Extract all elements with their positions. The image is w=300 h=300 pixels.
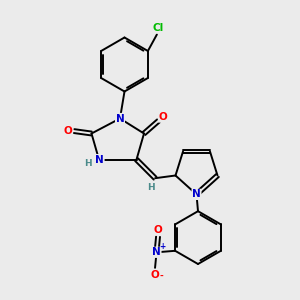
Text: H: H xyxy=(147,183,154,192)
Text: -: - xyxy=(160,272,164,281)
Text: N: N xyxy=(95,154,104,165)
Text: O: O xyxy=(154,225,162,235)
Text: N: N xyxy=(152,247,161,257)
Text: N: N xyxy=(116,113,124,124)
Text: +: + xyxy=(159,242,166,251)
Text: N: N xyxy=(192,189,201,200)
Text: O: O xyxy=(151,269,159,280)
Text: O: O xyxy=(158,112,167,122)
Text: H: H xyxy=(84,159,92,168)
Text: O: O xyxy=(64,126,73,136)
Text: Cl: Cl xyxy=(153,23,164,33)
